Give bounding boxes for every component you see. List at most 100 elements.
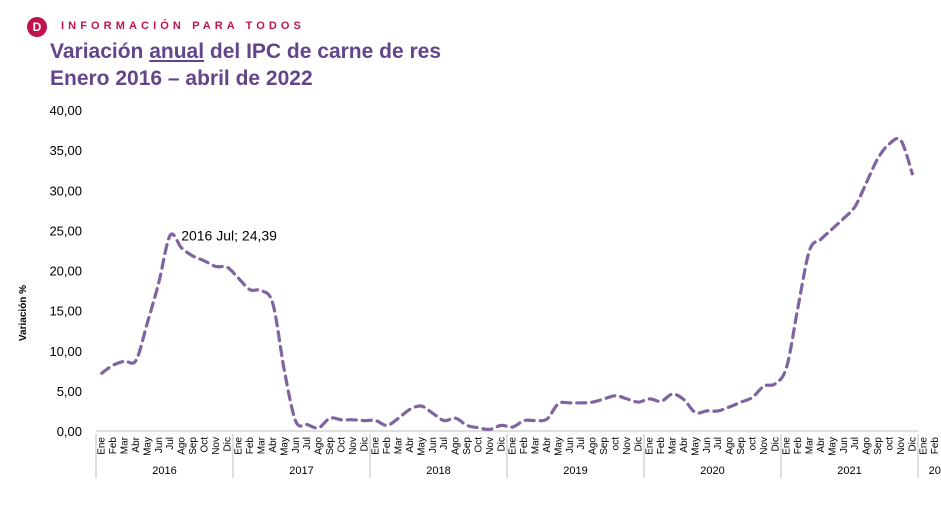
month-label: Jul	[850, 437, 861, 450]
month-label: Oct	[336, 437, 347, 453]
year-label: 2016	[152, 465, 176, 477]
month-label: Abr	[405, 436, 416, 452]
month-label: Feb	[793, 437, 804, 455]
month-label: Jul	[302, 437, 313, 450]
month-label: Feb	[656, 437, 667, 455]
year-label: 2021	[837, 465, 861, 477]
y-tick-label: 35,00	[49, 143, 82, 158]
series-group	[100, 136, 914, 432]
month-label: Abr	[816, 436, 827, 452]
year-labels: 2016 2017 2018 2019 2020 2021 2022	[95, 434, 941, 478]
month-label: Jul	[165, 437, 176, 450]
month-label: Mar	[394, 436, 405, 454]
year-label: 2020	[700, 465, 724, 477]
month-label: May	[553, 437, 564, 456]
month-labels: Ene Feb Mar Abr May Jun Jul Ago Sep Oct Nov Dic Ene F…	[97, 436, 941, 456]
month-label: Abr	[268, 436, 279, 452]
month-label: Ene	[97, 437, 108, 455]
month-label: Oct	[199, 437, 210, 453]
month-label: Nov	[759, 437, 770, 455]
month-label: Nov	[896, 437, 907, 455]
month-label: Oct	[473, 437, 484, 453]
month-label: May	[416, 437, 427, 456]
month-label: oct	[610, 437, 621, 451]
month-label: Sep	[736, 437, 747, 455]
y-tick-label: 15,00	[49, 304, 82, 319]
month-label: Feb	[519, 437, 530, 455]
month-label: May	[142, 437, 153, 456]
month-label: Ene	[645, 437, 656, 455]
month-label: May	[827, 437, 838, 456]
month-label: Mar	[668, 436, 679, 454]
month-label: oct	[747, 437, 758, 451]
month-label: Ago	[177, 437, 188, 455]
month-label: Ago	[451, 437, 462, 455]
month-label: Abr	[679, 436, 690, 452]
month-label: May	[690, 437, 701, 456]
month-label: Ene	[234, 437, 245, 455]
month-label: Sep	[462, 437, 473, 455]
month-label: Dic	[496, 437, 507, 451]
month-label: Dic	[633, 437, 644, 451]
title-underlined: anual	[149, 40, 205, 63]
month-label: Nov	[622, 437, 633, 455]
month-label: Mar	[531, 436, 542, 454]
month-label: Jul	[576, 437, 587, 450]
month-label: oct	[884, 437, 895, 451]
month-label: Nov	[348, 437, 359, 455]
month-label: Jun	[839, 437, 850, 453]
month-label: Jul	[713, 437, 724, 450]
month-label: Dic	[222, 437, 233, 451]
y-tick-label: 25,00	[49, 223, 82, 238]
month-label: Mar	[257, 436, 268, 454]
month-label: Feb	[930, 437, 941, 455]
month-label: Jul	[439, 437, 450, 450]
month-label: Sep	[599, 437, 610, 455]
title-line: Variación anual del IPC de carne de res	[50, 38, 441, 65]
month-label: Ene	[782, 437, 793, 455]
page-title: Variación anual del IPC de carne de res …	[50, 38, 441, 92]
month-label: Abr	[542, 436, 553, 452]
brand-logo-icon: D	[27, 17, 47, 37]
month-label: Nov	[211, 437, 222, 455]
year-label: 2022	[929, 465, 941, 477]
month-label: Dic	[770, 437, 781, 451]
month-label: Ago	[862, 437, 873, 455]
y-tick-label: 20,00	[49, 264, 82, 279]
y-tick-label: 5,00	[57, 384, 82, 399]
month-label: Ene	[919, 437, 930, 455]
month-label: Jun	[428, 437, 439, 453]
month-label: Mar	[805, 436, 816, 454]
year-label: 2017	[289, 465, 313, 477]
month-label: May	[279, 437, 290, 456]
month-label: Feb	[245, 437, 256, 455]
month-label: Dic	[359, 437, 370, 451]
month-label: Jun	[702, 437, 713, 453]
series-line	[100, 136, 914, 432]
year-label: 2018	[426, 465, 450, 477]
logo-letter: D	[32, 20, 42, 34]
month-label: Ago	[588, 437, 599, 455]
y-tick-label: 40,00	[49, 103, 82, 118]
month-label: Jun	[565, 437, 576, 453]
month-label: Ene	[371, 437, 382, 455]
month-label: Jun	[291, 437, 302, 453]
subtitle: Enero 2016 – abril de 2022	[50, 67, 313, 90]
tagline: INFORMACIÓN PARA TODOS	[61, 20, 305, 32]
y-tick-label: 30,00	[49, 183, 82, 198]
month-label: Sep	[873, 437, 884, 455]
data-label: 2016 Jul; 24,39	[181, 227, 277, 243]
year-label: 2019	[563, 465, 587, 477]
month-label: Feb	[382, 437, 393, 455]
month-label: Sep	[188, 437, 199, 455]
month-label: Mar	[120, 436, 131, 454]
y-tick-label: 10,00	[49, 344, 82, 359]
month-label: Ene	[508, 437, 519, 455]
y-axis-label-group: Variación %	[18, 285, 29, 341]
y-tick-label: 0,00	[57, 424, 82, 439]
month-label: Abr	[131, 436, 142, 452]
y-axis-label: Variación %	[18, 285, 29, 341]
month-label: Nov	[485, 437, 496, 455]
month-label: Dic	[907, 437, 918, 451]
